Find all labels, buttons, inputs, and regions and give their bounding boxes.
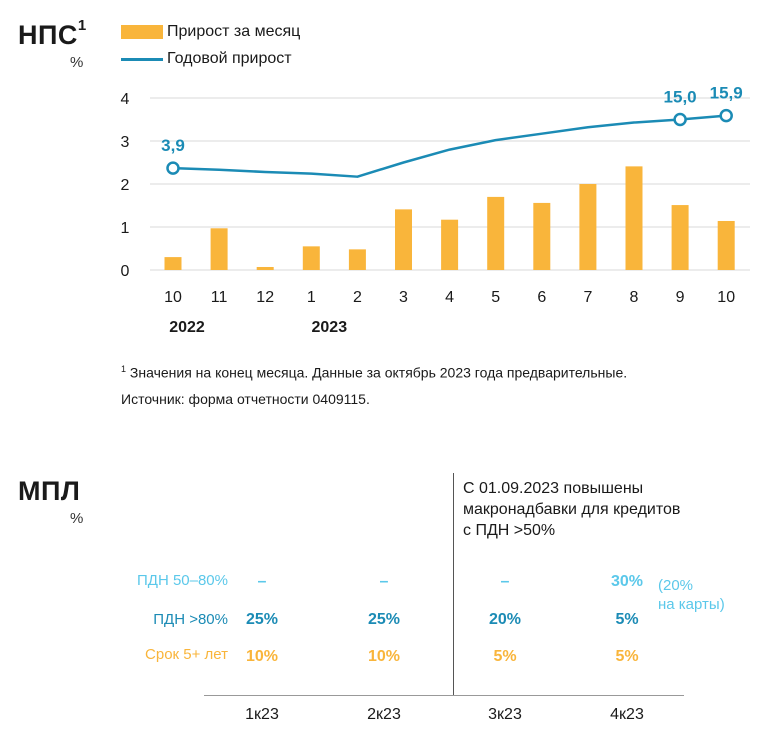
legend-line-label: Годовой прирост <box>167 50 292 67</box>
nps-title-text: НПС <box>18 20 78 50</box>
x-tick-label: 7 <box>583 289 592 306</box>
cell-pdn-80-3k23: 20% <box>488 611 522 628</box>
cell-term-5plus-1k23: 10% <box>245 648 279 665</box>
footnote-text: Значения на конец месяца. Данные за октя… <box>129 364 628 381</box>
bar-12 <box>256 266 274 270</box>
nps-title: НПС1 <box>18 17 87 51</box>
x-tick-label: 11 <box>211 289 228 306</box>
y-tick-label: 1 <box>121 220 130 237</box>
data-label: 3,9 <box>161 136 185 155</box>
x-tick-label: 5 <box>491 289 500 306</box>
source-text: Источник: форма отчетности 0409115. <box>121 390 370 407</box>
row-label-pdn-80: ПДН >80% <box>153 611 228 628</box>
bar-4 <box>441 219 459 270</box>
x-tick-label: 10 <box>164 289 182 306</box>
cell-term-5plus-4k23: 5% <box>615 648 639 665</box>
legend-bar-swatch <box>121 25 163 39</box>
line-annual-growth <box>172 114 727 178</box>
nps-title-sup: 1 <box>77 17 87 34</box>
bar-11 <box>210 228 228 270</box>
row-label-term-5plus: Срок 5+ лет <box>145 646 228 663</box>
mpl-note-line-2: макронадбавки для кредитов <box>463 501 681 518</box>
mpl-unit: % <box>70 510 84 527</box>
bar-8 <box>625 166 643 270</box>
bar-10 <box>717 220 735 270</box>
mpl-title: МПЛ <box>18 476 81 506</box>
cell-pdn-80-4k23: 5% <box>615 611 639 628</box>
cell-pdn-50-80-2k23: – <box>379 573 389 590</box>
line-marker <box>166 161 180 175</box>
legend-line: Годовой прирост <box>121 50 292 68</box>
quarter-label-3k23: 3к23 <box>488 706 522 723</box>
legend-line-swatch <box>121 57 163 61</box>
cell-pdn-80-2k23: 25% <box>367 611 401 628</box>
cell-pdn-50-80-1k23: – <box>257 573 267 590</box>
line-marker <box>673 112 687 127</box>
quarter-label-4k23: 4к23 <box>610 706 644 723</box>
footnote-sup: 1 <box>121 364 127 374</box>
mpl-note-line-3: с ПДН >50% <box>463 522 556 539</box>
data-label: 15,0 <box>664 88 697 107</box>
mpl-divider <box>453 473 454 695</box>
x-tick-label: 12 <box>256 289 274 306</box>
x-tick-label: 8 <box>630 289 639 306</box>
x-tick-label: 3 <box>399 289 408 306</box>
row-label-pdn-50-80: ПДН 50–80% <box>137 572 228 589</box>
cell-term-5plus-3k23: 5% <box>493 648 517 665</box>
quarter-label-2k23: 2к23 <box>367 706 401 723</box>
x-tick-label: 4 <box>445 289 454 306</box>
extra-note-line-1: (20% <box>658 577 694 594</box>
bar-10 <box>164 257 182 270</box>
bar-1 <box>302 246 320 270</box>
y-tick-label: 0 <box>121 263 130 280</box>
legend-bar: Прирост за месяц <box>121 23 300 41</box>
y-tick-label: 3 <box>121 134 130 151</box>
data-label: 15,9 <box>710 84 743 103</box>
line-marker <box>719 108 733 123</box>
mpl-axis-line <box>204 695 684 696</box>
extra-note-line-2: на карты) <box>658 596 725 613</box>
quarter-label-1k23: 1к23 <box>245 706 279 723</box>
x-tick-label: 9 <box>676 289 685 306</box>
cell-term-5plus-2k23: 10% <box>367 648 401 665</box>
x-tick-label: 10 <box>717 289 735 306</box>
bar-7 <box>579 184 597 270</box>
x-tick-label: 2 <box>353 289 362 306</box>
x-tick-label: 6 <box>537 289 546 306</box>
year-label: 2023 <box>312 319 348 336</box>
mpl-note-line-1: С 01.09.2023 повышены <box>463 480 644 497</box>
cell-pdn-50-80-4k23: 30% <box>610 573 644 590</box>
cell-pdn-80-1k23: 25% <box>245 611 279 628</box>
cell-pdn-50-80-3k23: – <box>500 573 510 590</box>
year-label: 2022 <box>169 319 205 336</box>
bar-3 <box>395 209 412 270</box>
legend-bar-label: Прирост за месяц <box>167 23 301 40</box>
x-tick-label: 1 <box>307 289 316 306</box>
mpl-note: С 01.09.2023 повышены макронадбавки для … <box>463 478 680 541</box>
y-tick-label: 4 <box>121 91 130 108</box>
bar-5 <box>487 196 505 270</box>
nps-footnote: 1 Значения на конец месяца. Данные за ок… <box>121 356 627 412</box>
bar-9 <box>671 205 689 270</box>
nps-unit: % <box>70 54 84 71</box>
y-tick-label: 2 <box>121 177 130 194</box>
bar-2 <box>348 249 366 270</box>
extra-note: (20% на карты) <box>658 576 725 614</box>
bar-6 <box>533 202 551 270</box>
